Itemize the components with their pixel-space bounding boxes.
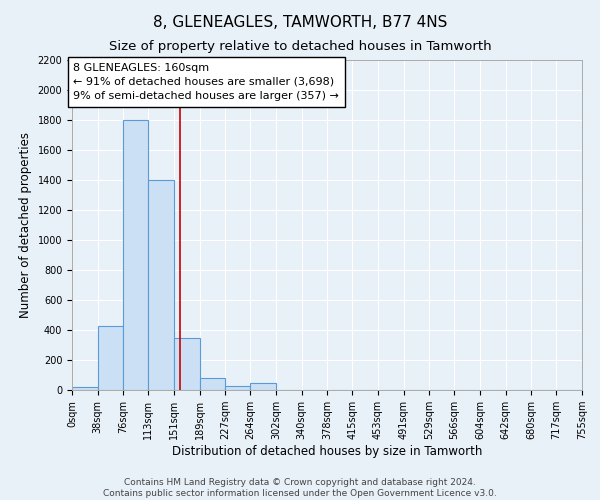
Text: 8 GLENEAGLES: 160sqm
← 91% of detached houses are smaller (3,698)
9% of semi-det: 8 GLENEAGLES: 160sqm ← 91% of detached h…	[73, 63, 339, 101]
Bar	[174, 338, 200, 390]
Bar	[98, 326, 124, 390]
Text: Size of property relative to detached houses in Tamworth: Size of property relative to detached ho…	[109, 40, 491, 53]
Text: Contains HM Land Registry data © Crown copyright and database right 2024.
Contai: Contains HM Land Registry data © Crown c…	[103, 478, 497, 498]
Text: 8, GLENEAGLES, TAMWORTH, B77 4NS: 8, GLENEAGLES, TAMWORTH, B77 4NS	[153, 15, 447, 30]
Bar	[226, 386, 250, 390]
X-axis label: Distribution of detached houses by size in Tamworth: Distribution of detached houses by size …	[172, 445, 482, 458]
Bar	[148, 180, 174, 390]
Bar	[124, 120, 148, 390]
Bar	[72, 387, 98, 390]
Bar	[200, 378, 226, 390]
Y-axis label: Number of detached properties: Number of detached properties	[19, 132, 32, 318]
Bar	[250, 382, 276, 390]
